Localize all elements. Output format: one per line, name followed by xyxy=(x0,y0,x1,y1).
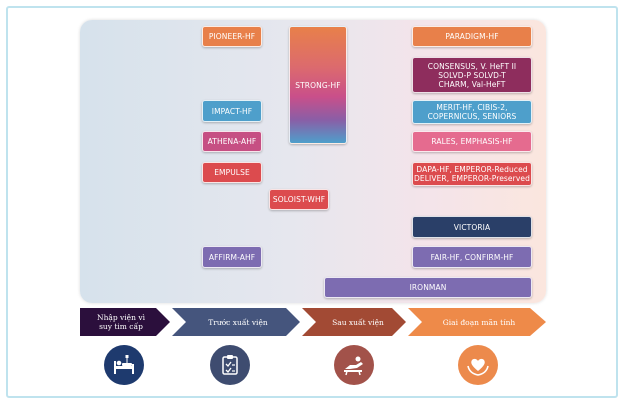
heart-hands-icon xyxy=(458,345,498,385)
trial-soloist-whf: SOLOIST-WHF xyxy=(269,189,329,210)
trial-athena-ahf: ATHENA-AHF xyxy=(202,131,262,152)
recliner-icon xyxy=(334,345,374,385)
trial-fair-group: FAIR-HF, CONFIRM-HF xyxy=(412,246,532,268)
stage-label-chronic: Giai đoạn mãn tính xyxy=(442,317,516,327)
trial-ironman: IRONMAN xyxy=(324,277,532,298)
trial-pioneer-hf: PIONEER-HF xyxy=(202,26,262,47)
trial-strong-hf: STRONG-HF xyxy=(289,26,347,144)
trial-victoria: VICTORIA xyxy=(412,216,532,238)
trial-paradigm-hf: PARADIGM-HF xyxy=(412,26,532,47)
clipboard-icon xyxy=(210,345,250,385)
trial-consensus-group: CONSENSUS, V. HeFT II SOLVD-P SOLVD-T CH… xyxy=(412,57,532,93)
stage-label-admission: Nhập viện vì suy tim cấp xyxy=(97,313,145,331)
trial-dapa-group: DAPA-HF, EMPEROR-Reduced DELIVER, EMPERO… xyxy=(412,162,532,186)
trial-affirm-ahf: AFFIRM-AHF xyxy=(202,246,262,268)
trial-merit-group: MERIT-HF, CIBIS-2, COPERNICUS, SENIORS xyxy=(412,100,532,124)
stage-label-pre-discharge: Trước xuất viện xyxy=(208,317,268,327)
trial-empulse: EMPULSE xyxy=(202,162,262,183)
stage-label-post-discharge: Sau xuất viện xyxy=(332,317,384,327)
trial-rales-group: RALES, EMPHASIS-HF xyxy=(412,131,532,152)
trial-impact-hf: IMPACT-HF xyxy=(202,100,262,122)
hospital-bed-icon xyxy=(104,345,144,385)
